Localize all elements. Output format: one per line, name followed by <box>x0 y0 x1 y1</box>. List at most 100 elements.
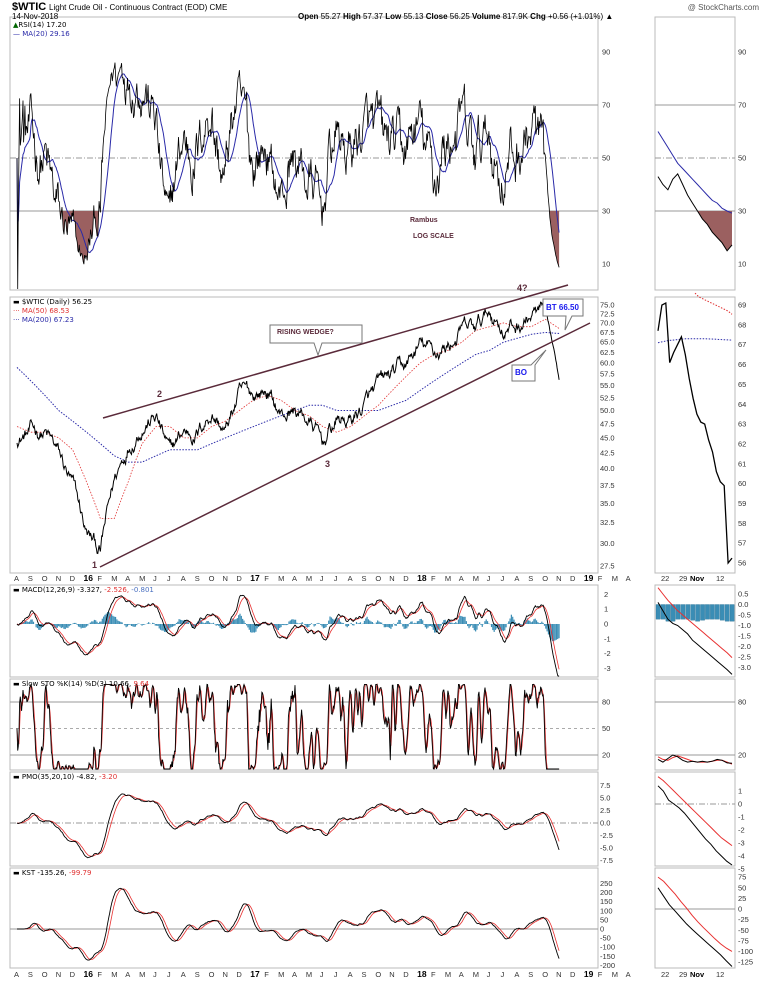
macd-histogram-bar <box>277 624 279 631</box>
macd-histogram-bar <box>81 624 84 628</box>
axis-tick-price: 57.5 <box>600 370 615 379</box>
macd-histogram-bar <box>31 619 33 624</box>
macd-histogram-bar <box>159 624 162 630</box>
macd-histogram-bar <box>87 624 89 626</box>
macd-histogram-bar <box>537 622 539 624</box>
macd-histogram-bar <box>128 624 130 625</box>
macd-histogram-bar <box>502 624 505 631</box>
macd-histogram-bar <box>486 621 489 624</box>
macd-histogram-bar <box>212 622 215 624</box>
axis-tick-kst: -100 <box>600 943 615 952</box>
macd-histogram-bar <box>480 624 482 625</box>
macd-histogram-bar <box>251 624 253 633</box>
macd-histogram-bar <box>318 623 321 624</box>
macd-histogram-bar <box>167 624 170 630</box>
macd-histogram-bar <box>91 621 93 624</box>
x-axis-label: 17 <box>250 573 260 583</box>
macd-histogram-bar <box>161 624 163 631</box>
macd-histogram-bar <box>485 619 487 624</box>
axis-tick-pmo: 1 <box>738 787 742 796</box>
axis-tick-macd: -2.0 <box>738 642 751 651</box>
pmo-line <box>16 793 560 859</box>
macd-histogram-bar <box>255 624 257 632</box>
macd-histogram-bar <box>156 624 158 626</box>
axis-tick-pmo: 0.0 <box>600 819 610 828</box>
axis-tick-price: 60 <box>738 479 746 488</box>
macd-histogram-bar <box>170 624 172 628</box>
macd-histogram-bar <box>481 624 483 627</box>
x-axis-label: D <box>236 574 242 583</box>
x-axis-label: F <box>264 970 269 979</box>
zoom-macd-histogram-bar <box>700 604 705 621</box>
axis-tick-macd: -2.5 <box>738 653 751 662</box>
macd-histogram-bar <box>306 624 309 628</box>
zoom-panel-frame <box>654 678 736 771</box>
x-axis-label: O <box>42 574 48 583</box>
axis-tick-price: 62.5 <box>600 348 615 357</box>
macd-histogram-bar <box>381 622 383 624</box>
zoom-macd-histogram-bar <box>670 604 676 622</box>
macd-histogram-bar <box>256 624 258 629</box>
macd-histogram-bar <box>181 620 183 624</box>
macd-histogram-bar <box>72 623 74 624</box>
macd-histogram-bar <box>538 623 540 624</box>
wave-2-label: 2 <box>157 389 163 399</box>
x-axis-label: F <box>264 574 269 583</box>
symbol-title: $WTIC Light Crude Oil - Continuous Contr… <box>12 1 227 13</box>
macd-histogram-bar <box>165 624 167 633</box>
macd-histogram-bar <box>264 623 266 624</box>
rsi-line <box>16 62 560 290</box>
zoom-macd-histogram-bar <box>715 604 720 620</box>
macd-histogram-bar <box>509 618 511 624</box>
macd-histogram-bar <box>539 622 542 624</box>
x-axis-label: N <box>56 574 61 583</box>
macd-histogram-bar <box>494 624 497 630</box>
macd-histogram-bar <box>133 624 135 627</box>
macd-histogram-bar <box>297 623 299 624</box>
macd-histogram-bar <box>510 614 512 624</box>
axis-tick-price: 35.0 <box>600 499 615 508</box>
macd-histogram-bar <box>48 623 50 624</box>
macd-histogram-bar <box>324 624 326 629</box>
zoom-price-line <box>657 301 733 565</box>
x-axis-label: J <box>167 574 171 583</box>
macd-histogram-bar <box>467 624 469 627</box>
macd-histogram-bar <box>457 619 460 624</box>
macd-histogram-bar <box>24 620 27 624</box>
macd-histogram-bar <box>198 621 200 624</box>
macd-histogram-bar <box>322 624 324 629</box>
macd-histogram-bar <box>347 624 350 626</box>
macd-histogram-bar <box>366 616 368 624</box>
x-axis-label: N <box>556 970 561 979</box>
macd-histogram-bar <box>174 624 176 626</box>
zoom-x-axis-label: 22 <box>661 574 669 583</box>
macd-histogram-bar <box>437 624 440 630</box>
macd-histogram-bar <box>553 624 555 642</box>
macd-histogram-bar <box>136 624 138 626</box>
axis-tick-sto: 20 <box>738 751 746 760</box>
axis-tick-kst: -200 <box>600 961 615 970</box>
macd-histogram-bar <box>177 621 179 624</box>
macd-histogram-bar <box>369 620 371 624</box>
axis-tick-macd: 0.5 <box>738 590 748 599</box>
main-panel-frame <box>9 584 599 678</box>
macd-histogram-bar <box>325 624 327 628</box>
macd-histogram-bar <box>125 624 127 628</box>
zoom-x-axis-label: 12 <box>716 574 724 583</box>
macd-histogram-bar <box>305 624 307 627</box>
macd-histogram-bar <box>130 624 133 627</box>
macd-histogram-bar <box>92 621 94 624</box>
macd-histogram-bar <box>120 621 122 624</box>
macd-histogram-bar <box>23 621 25 624</box>
x-axis-label: M <box>111 574 117 583</box>
macd-histogram-bar <box>332 618 334 624</box>
macd-histogram-bar <box>524 620 526 624</box>
macd-histogram-bar <box>469 624 471 627</box>
macd-histogram-bar <box>342 622 344 624</box>
macd-histogram-bar <box>280 624 282 628</box>
macd-histogram-bar <box>385 624 387 628</box>
x-axis-label: F <box>97 574 102 583</box>
rsi-icon: ▲ <box>13 21 19 29</box>
macd-histogram-bar <box>148 622 150 624</box>
bt-callout <box>542 298 584 331</box>
